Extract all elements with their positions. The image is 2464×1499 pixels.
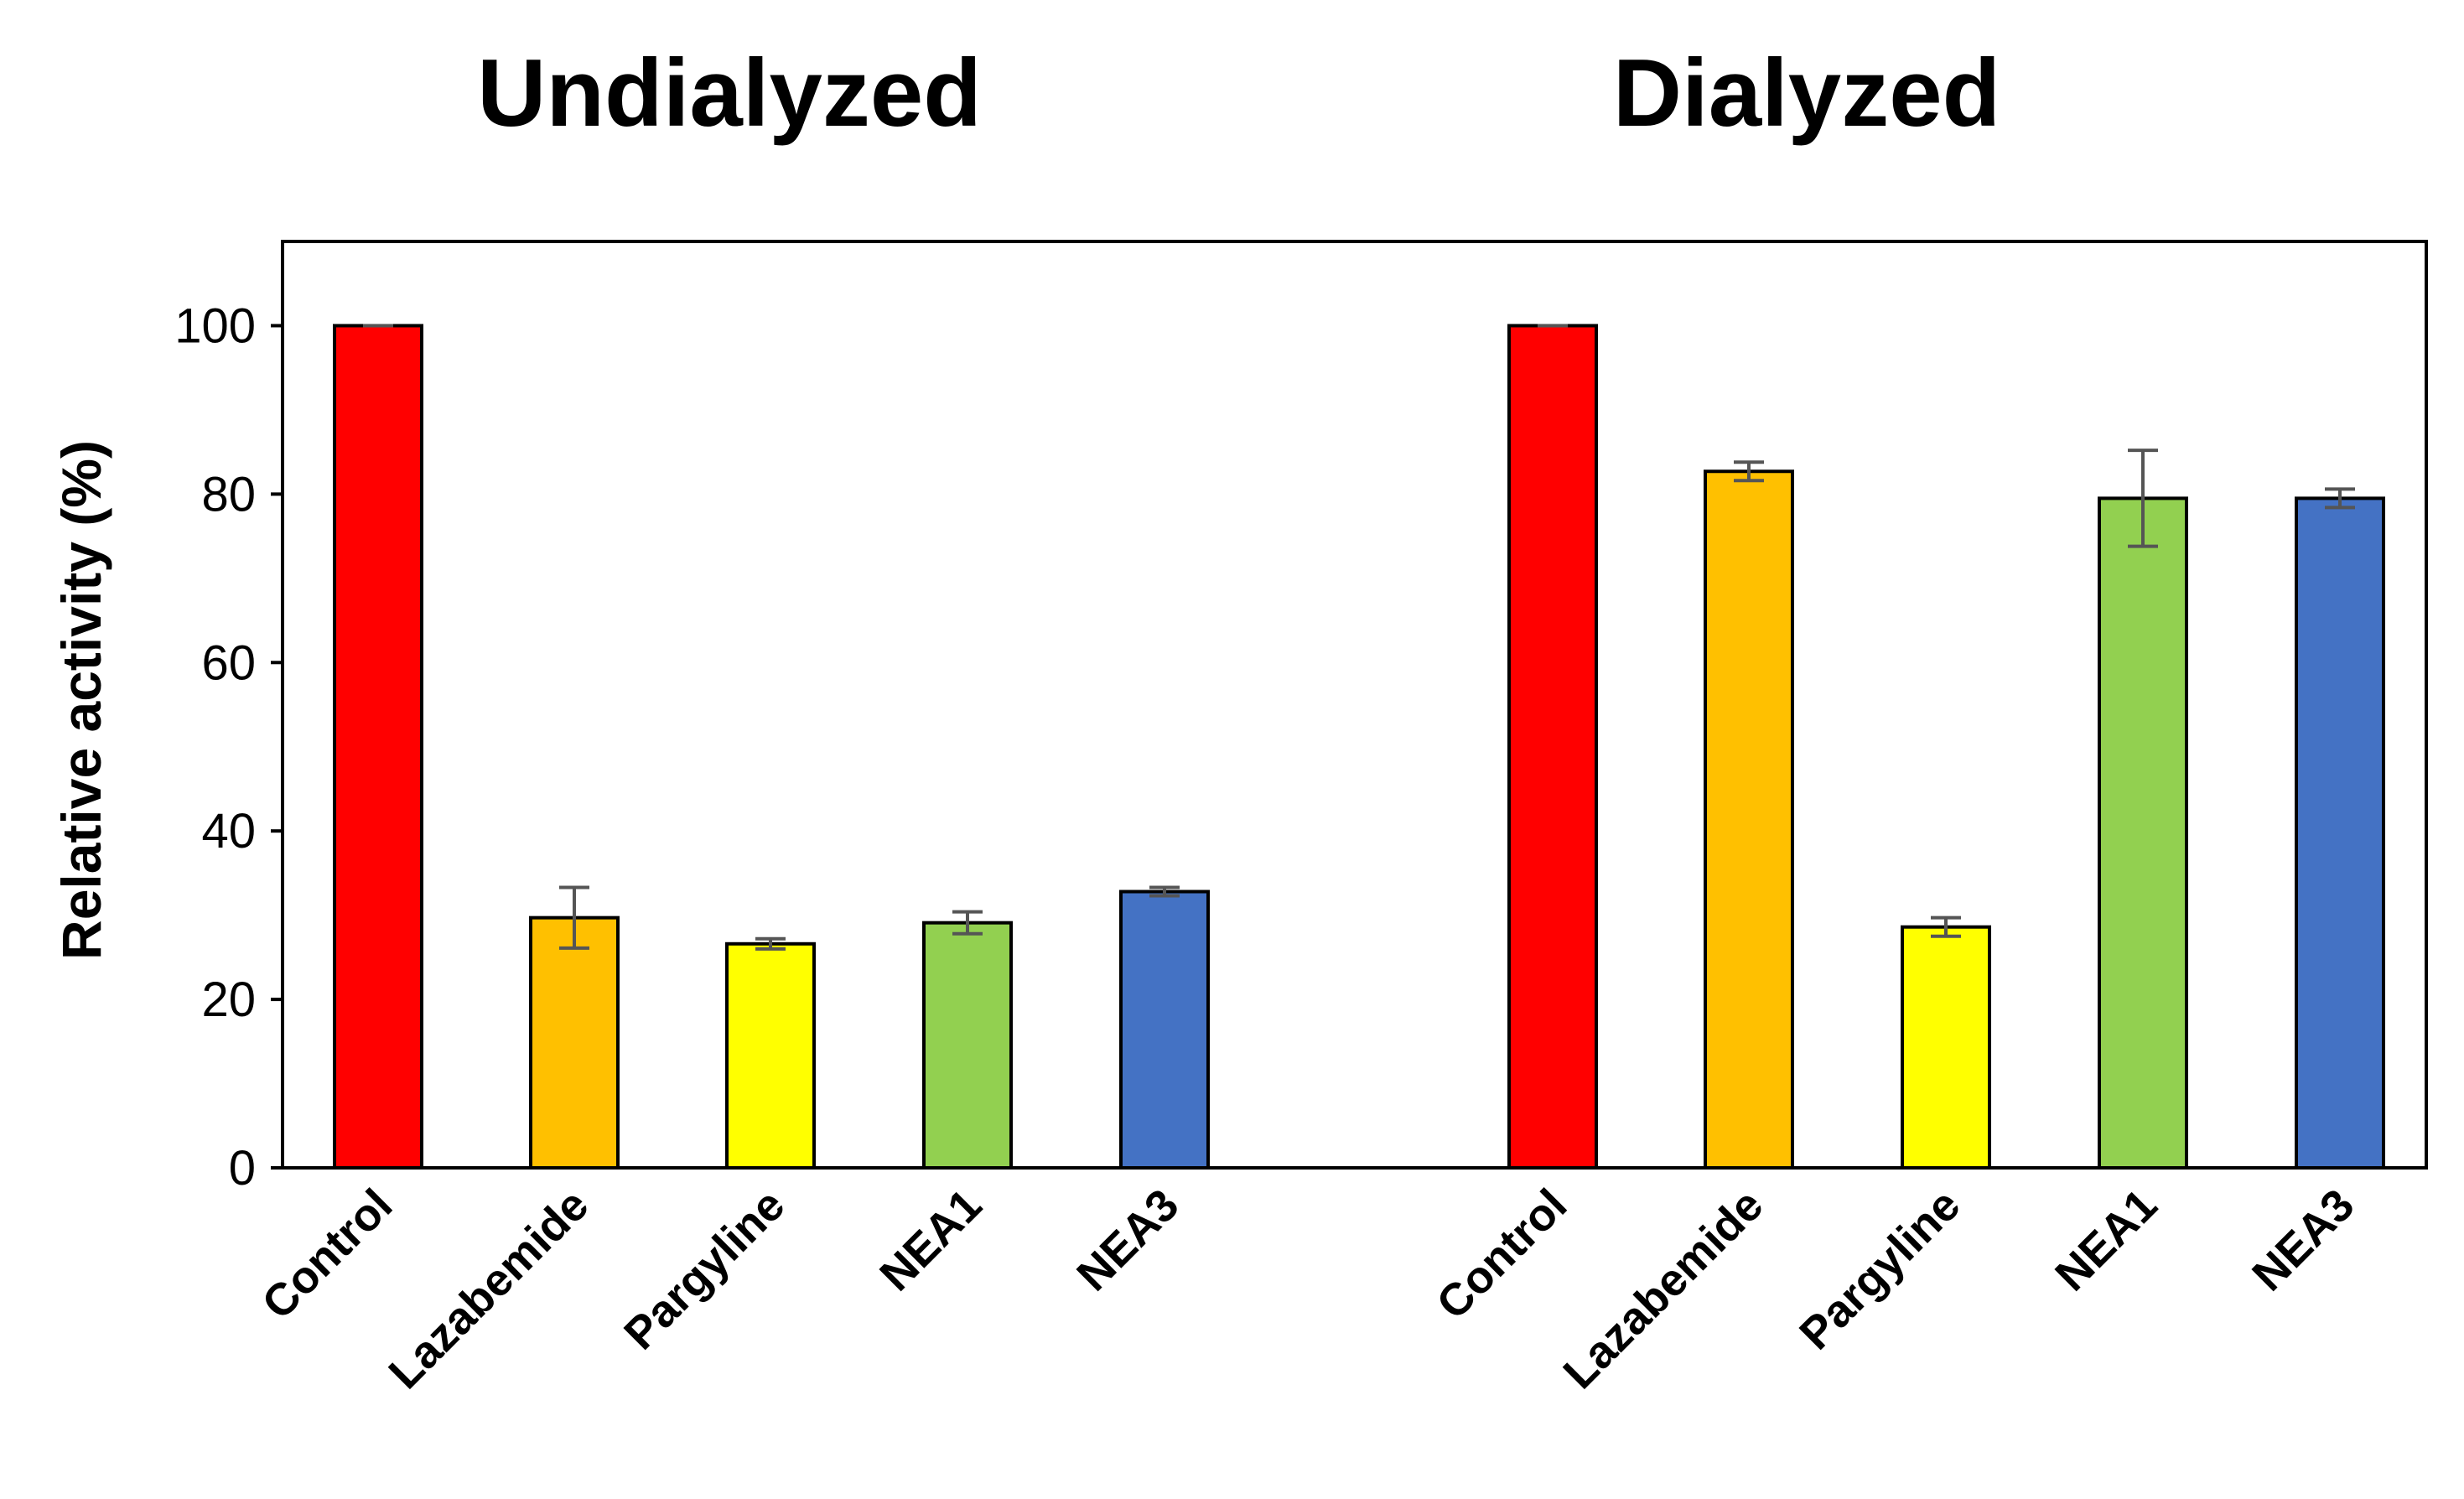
bar-dialyzed-lazabemide bbox=[1704, 469, 1794, 1170]
error-bar bbox=[1931, 915, 1961, 938]
group-title-undialyzed: Undialyzed bbox=[477, 40, 982, 147]
error-bar bbox=[1149, 885, 1180, 898]
y-tick-label: 80 bbox=[201, 467, 256, 521]
y-tick-label: 60 bbox=[201, 635, 256, 690]
error-bar bbox=[2128, 449, 2158, 548]
y-tick-label: 40 bbox=[201, 804, 256, 858]
y-axis-label: Relative activity (%) bbox=[50, 440, 112, 960]
bar-undialyzed-pargyline bbox=[725, 941, 816, 1170]
bar-undialyzed-nea3 bbox=[1119, 890, 1210, 1170]
error-bar bbox=[952, 910, 983, 936]
y-tick-label: 0 bbox=[229, 1141, 256, 1196]
plot-area-border bbox=[281, 240, 2428, 1170]
bar-dialyzed-pargyline bbox=[1901, 925, 1991, 1170]
y-tick-label: 20 bbox=[201, 973, 256, 1027]
group-title-dialyzed: Dialyzed bbox=[1613, 40, 2001, 147]
bar-undialyzed-lazabemide bbox=[529, 915, 620, 1170]
bar-dialyzed-nea1 bbox=[2098, 496, 2188, 1170]
error-bar bbox=[2325, 487, 2355, 510]
bar-dialyzed-control bbox=[1507, 324, 1598, 1170]
bar-dialyzed-nea3 bbox=[2295, 496, 2385, 1170]
error-bar bbox=[1734, 460, 1764, 483]
error-bar bbox=[755, 936, 786, 951]
y-tick-label: 100 bbox=[174, 298, 256, 353]
bar-undialyzed-nea1 bbox=[922, 921, 1013, 1170]
bar-undialyzed-control bbox=[333, 324, 423, 1170]
error-bar bbox=[559, 885, 589, 950]
